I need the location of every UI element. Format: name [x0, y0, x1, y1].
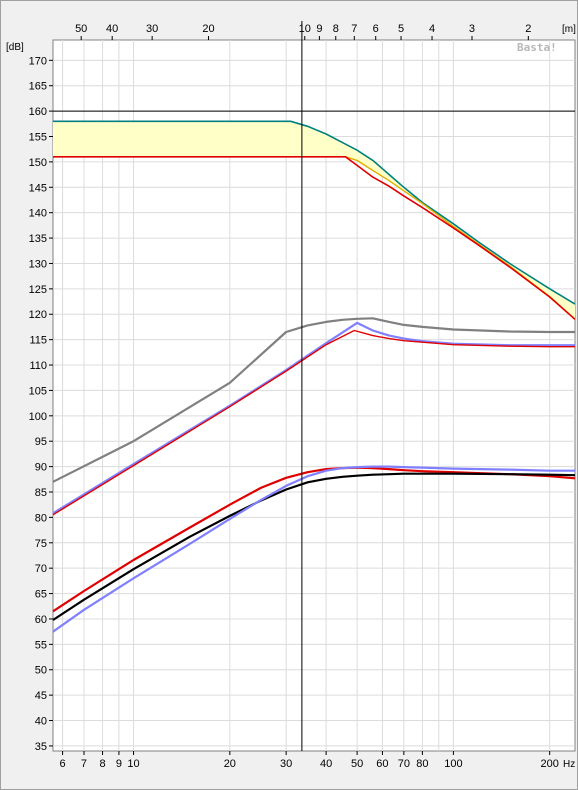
x-tick-label: 40	[320, 758, 332, 770]
top-tick-label: 20	[202, 23, 214, 35]
top-tick-label: 4	[429, 23, 435, 35]
y-tick-label: 165	[29, 81, 47, 93]
top-tick-label: 5	[398, 23, 404, 35]
top-tick-label: 8	[333, 23, 339, 35]
x-tick-label: 9	[116, 758, 122, 770]
series-line-red-mid	[52, 329, 575, 516]
top-tick-label: 6	[373, 23, 379, 35]
y-tick-label: 125	[29, 284, 47, 296]
x-tick-label: 60	[376, 758, 388, 770]
x-tick-label: 8	[99, 758, 105, 770]
y-tick-label: 90	[35, 462, 47, 474]
y-tick-label: 95	[35, 436, 47, 448]
top-tick-label: 50	[75, 23, 87, 35]
y-tick-label: 65	[35, 589, 47, 601]
x-tick-label: 70	[398, 758, 410, 770]
y-tick-label: 160	[29, 106, 47, 118]
y-tick-label: 55	[35, 639, 47, 651]
fill-area	[53, 121, 575, 320]
y-tick-label: 35	[35, 741, 47, 753]
y-tick-label: 100	[29, 411, 47, 423]
y-axis-unit-label: [dB]	[6, 42, 24, 53]
x-tick-label: 10	[127, 758, 139, 770]
series-line-red-max	[53, 156, 576, 320]
top-tick-label: 40	[106, 23, 118, 35]
top-tick-label: 30	[146, 23, 158, 35]
x-tick-label: 30	[280, 758, 292, 770]
x-tick-label: 6	[60, 758, 66, 770]
top-tick-label: 10	[299, 23, 311, 35]
series-line-blue-low	[52, 465, 575, 633]
y-tick-label: 155	[29, 131, 47, 143]
y-tick-label: 140	[29, 208, 47, 220]
top-tick-label: 9	[316, 23, 322, 35]
y-tick-label: 170	[29, 55, 47, 67]
y-tick-label: 45	[35, 690, 47, 702]
fill-between-area	[53, 121, 575, 320]
y-tick-label: 145	[29, 182, 47, 194]
y-tick-label: 80	[35, 512, 47, 524]
y-tick-label: 75	[35, 538, 47, 550]
x-axis-unit-label: Hz	[563, 759, 575, 770]
watermark-logo: Basta!	[517, 41, 557, 54]
plot-background	[52, 39, 576, 752]
y-tick-label: 50	[35, 665, 47, 677]
y-tick-label: 110	[29, 360, 47, 372]
series-line-black-low	[52, 472, 576, 621]
x-tick-label: 80	[416, 758, 428, 770]
series-line-grey-mid	[52, 317, 575, 483]
grid	[53, 40, 575, 751]
y-tick-label: 115	[29, 335, 47, 347]
x-axis-ticks: 6 7 8 9 10 20 30 40 50 60 70 80 100 200	[60, 751, 559, 770]
top-axis-ticks: 50 40 30 20 10 9 8 7 6 5 4 3 2	[75, 23, 531, 40]
series-line-blue-mid	[52, 321, 575, 515]
top-tick-label: 2	[525, 23, 531, 35]
top-tick-label: 3	[469, 23, 475, 35]
y-tick-label: 105	[29, 385, 47, 397]
x-tick-label: 200	[540, 758, 558, 770]
y-tick-label: 130	[29, 258, 47, 270]
y-axis-ticks: 35 40 45 50 55 60 65 70 75 80 85 90 95 100 105 110 115 12…	[29, 55, 53, 753]
series-line-teal-max	[53, 120, 576, 305]
y-tick-label: 150	[29, 157, 47, 169]
x-tick-label: 20	[224, 758, 236, 770]
top-axis-unit-label: [m]	[562, 24, 576, 35]
y-tick-label: 135	[29, 233, 47, 245]
y-tick-label: 85	[35, 487, 47, 499]
series-lines	[52, 120, 576, 633]
x-tick-label: 7	[81, 758, 87, 770]
y-tick-label: 70	[35, 563, 47, 575]
top-tick-label: 7	[351, 23, 357, 35]
x-tick-label: 50	[351, 758, 363, 770]
y-tick-label: 120	[29, 309, 47, 321]
y-tick-label: 60	[35, 614, 47, 626]
y-tick-label: 40	[35, 716, 47, 728]
crosshair-cursor	[53, 21, 575, 751]
x-tick-label: 100	[444, 758, 462, 770]
